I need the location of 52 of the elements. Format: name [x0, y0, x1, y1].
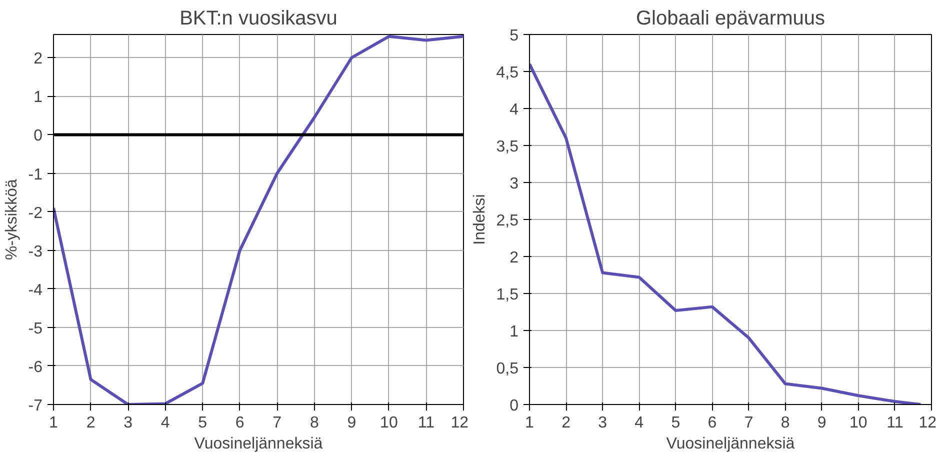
y-tick-label: 0 — [510, 398, 519, 414]
line-series — [530, 62, 922, 404]
y-tick-label: 0 — [34, 128, 43, 145]
y-tick-label: -5 — [28, 320, 43, 338]
y-tick-label: 4,5 — [496, 64, 519, 82]
y-tick-label: 4 — [510, 102, 519, 118]
x-tick-label: 6 — [235, 414, 244, 432]
x-tick-label: 11 — [418, 414, 435, 432]
y-tick-label: 0,5 — [496, 360, 519, 378]
x-tick-label: 1 — [525, 414, 534, 432]
x-tick-label: 4 — [160, 414, 170, 432]
x-tick-label: 4 — [634, 414, 644, 432]
x-tick-label: 3 — [598, 414, 608, 432]
y-tick-label: 1,5 — [496, 286, 519, 304]
x-axis-title: Vuosineljänneksiä — [194, 436, 323, 452]
x-tick-label: 5 — [671, 414, 680, 432]
x-tick-label: 7 — [744, 414, 754, 432]
x-tick-label: 11 — [886, 414, 904, 432]
y-tick-label: 5 — [510, 28, 519, 44]
x-tick-label: 1 — [49, 414, 58, 432]
x-tick-label: 12 — [918, 414, 937, 432]
x-tick-label: 10 — [850, 414, 868, 432]
x-tick-label: 2 — [86, 414, 96, 432]
x-tick-label: 5 — [198, 414, 208, 432]
y-tick-label: -3 — [28, 243, 43, 260]
y-tick-label: 2,5 — [496, 212, 519, 230]
y-tick-label: 1 — [34, 89, 43, 106]
y-axis-title: Indeksi — [471, 194, 488, 245]
x-tick-label: 6 — [708, 414, 717, 432]
y-tick-label: -6 — [28, 358, 43, 376]
y-tick-label: -2 — [28, 204, 43, 222]
chart-title: Globaali epävarmuus — [636, 8, 826, 30]
x-tick-label: 3 — [124, 414, 133, 432]
y-tick-label: -7 — [28, 398, 43, 414]
x-tick-label: 9 — [347, 414, 356, 432]
y-tick-label: 2 — [34, 50, 43, 68]
x-tick-label: 2 — [562, 414, 571, 432]
y-tick-label: -1 — [28, 166, 43, 184]
y-tick-label: 2 — [510, 250, 519, 266]
x-tick-label: 8 — [780, 414, 790, 432]
y-tick-label: 3 — [510, 176, 519, 192]
y-axis-title: %-yksikköä — [3, 178, 20, 260]
x-tick-label: 10 — [380, 414, 398, 432]
x-tick-label: 7 — [272, 414, 282, 432]
chart-title: BKT:n vuosikasvu — [180, 8, 338, 30]
y-tick-label: -4 — [28, 282, 43, 299]
x-tick-label: 12 — [450, 414, 469, 432]
x-tick-label: 8 — [310, 414, 319, 432]
y-tick-label: 3,5 — [496, 138, 519, 156]
x-axis-title: Vuosineljänneksiä — [666, 436, 795, 452]
y-tick-label: 1 — [510, 324, 519, 340]
x-tick-label: 9 — [817, 414, 826, 432]
